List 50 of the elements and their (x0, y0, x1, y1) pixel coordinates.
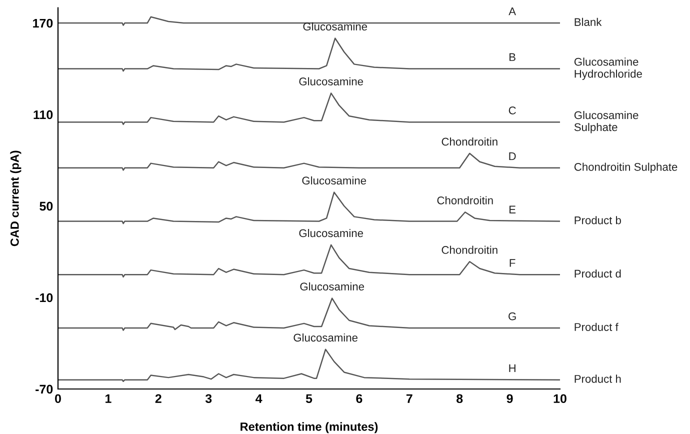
annotation: Chondroitin (442, 137, 498, 146)
series-label: Chondroitin Sulphate (574, 162, 678, 174)
series-label: Glucosamine Sulphate (574, 110, 638, 134)
x-tick-label: 7 (406, 394, 412, 403)
x-tick-label: 2 (155, 394, 162, 403)
y-axis-title: CAD current (pA) (10, 150, 22, 246)
annotation: C (508, 106, 516, 114)
x-tick-label: 9 (506, 394, 513, 404)
y-tick-label: 170 (33, 18, 53, 28)
annotation: H (509, 364, 516, 372)
annotation: Chondroitin (437, 196, 493, 204)
series-label: Glucosamine Hydrochloride (574, 58, 642, 80)
x-tick-label: 1 (106, 394, 112, 403)
annotation: Glucosamine (294, 333, 358, 342)
annotation: Glucosamine (300, 282, 364, 291)
y-tick-label: -10 (36, 293, 53, 302)
line-series (58, 244, 560, 278)
x-axis-title: Retention time (minutes) (240, 422, 378, 434)
annotation: A (508, 8, 516, 16)
annotation: Chondroitin (442, 246, 498, 254)
line-series (58, 298, 560, 331)
series-label: Blank (574, 18, 602, 26)
series-label: Product d (574, 269, 621, 278)
x-tick-label: 3 (205, 394, 212, 404)
annotation: F (510, 259, 516, 267)
annotation: B (510, 53, 516, 61)
y-tick-label: 110 (34, 110, 53, 120)
annotation: Glucosamine (303, 22, 368, 31)
x-tick-label: 6 (356, 394, 362, 404)
line-series (58, 38, 560, 72)
x-tick-label: 8 (456, 394, 463, 404)
x-tick-label: 0 (55, 394, 61, 404)
annotation: D (509, 152, 516, 160)
annotation: E (510, 206, 516, 214)
y-tick-label: -70 (36, 384, 53, 394)
annotation: Glucosamine (299, 228, 364, 238)
series-label: Product h (574, 374, 621, 383)
line-series (58, 192, 560, 224)
series-label: Product b (574, 216, 621, 224)
annotation: Glucosamine (299, 77, 364, 86)
line-series (58, 92, 560, 126)
series-label: Product f (574, 322, 618, 331)
line-series (58, 152, 560, 171)
y-tick-label: 50 (40, 202, 53, 211)
annotation: Glucosamine (302, 176, 366, 185)
annotation: G (508, 312, 516, 320)
x-tick-label: 10 (554, 394, 566, 404)
line-series (58, 348, 560, 382)
x-tick-label: 4 (256, 394, 262, 403)
x-tick-label: 5 (306, 394, 312, 404)
